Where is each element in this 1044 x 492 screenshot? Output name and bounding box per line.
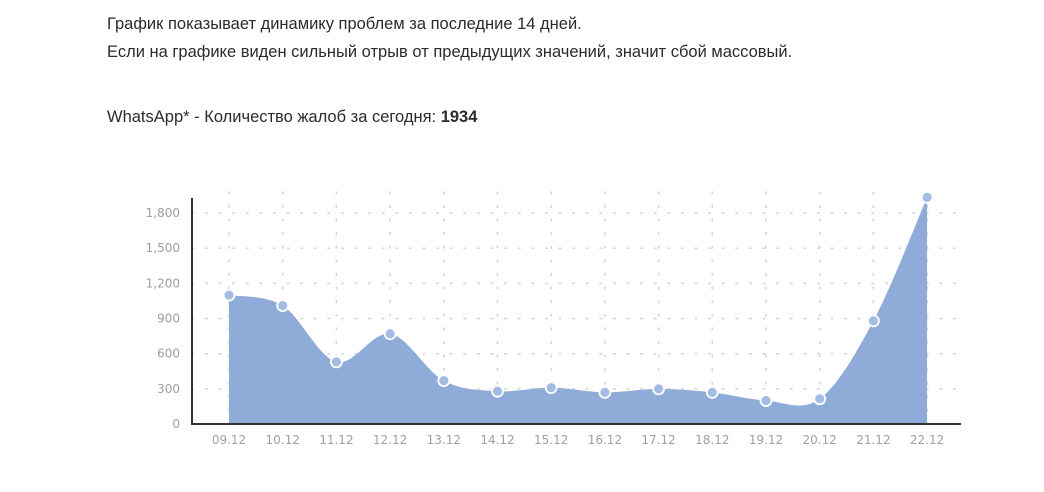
y-tick-label: 300 xyxy=(157,382,180,396)
x-tick-label: 21.12 xyxy=(856,433,890,447)
data-point-21.12[interactable] xyxy=(867,314,880,328)
y-tick-label: 1,500 xyxy=(146,241,180,255)
x-tick-label: 11.12 xyxy=(319,433,353,447)
y-tick-label: 1,200 xyxy=(146,276,180,290)
y-tick-label: 0 xyxy=(172,417,180,431)
x-tick-label: 14.12 xyxy=(480,433,514,447)
data-point-10.12[interactable] xyxy=(276,299,290,313)
x-tick-label: 12.12 xyxy=(373,433,407,447)
x-tick-label: 13.12 xyxy=(427,433,461,447)
data-point-18.12[interactable] xyxy=(705,385,719,399)
x-axis-ticks: 09.12 10.12 11.12 12.12 13.12 14.12 15.12 16.12… xyxy=(212,433,944,447)
description-line-2: Если на графике виден сильный отрыв от п… xyxy=(107,43,793,61)
chart-axes xyxy=(191,198,961,425)
data-point-14.12[interactable] xyxy=(491,384,504,398)
complaints-today: WhatsApp* - Количество жалоб за сегодня:… xyxy=(107,103,477,131)
x-tick-label: 22.12 xyxy=(910,433,944,447)
y-tick-label: 600 xyxy=(157,347,180,361)
data-point-17.12[interactable] xyxy=(652,382,665,396)
data-point-19.12[interactable] xyxy=(759,394,773,407)
complaints-today-value: 1934 xyxy=(440,108,478,126)
x-tick-label: 09.12 xyxy=(212,433,246,447)
x-tick-label: 15.12 xyxy=(534,433,568,447)
y-tick-label: 900 xyxy=(157,312,180,326)
data-point-09.12[interactable] xyxy=(222,288,236,302)
data-point-12.12[interactable] xyxy=(383,327,397,341)
chart-description: График показывает динамику проблем за по… xyxy=(107,10,792,66)
x-tick-label: 17.12 xyxy=(641,433,675,447)
y-tick-label: 1,800 xyxy=(146,206,180,220)
data-point-22.12[interactable] xyxy=(920,190,934,204)
x-tick-label: 16.12 xyxy=(588,433,622,447)
y-axis-ticks: 0 300 600 900 1,200 1,500 1,800 xyxy=(146,206,180,431)
chart-area xyxy=(229,197,928,424)
description-line-1: График показывает динамику проблем за по… xyxy=(107,15,582,33)
x-tick-label: 10.12 xyxy=(266,433,300,447)
data-point-13.12[interactable] xyxy=(437,374,451,388)
x-tick-label: 18.12 xyxy=(695,433,729,447)
complaints-today-label: WhatsApp* - Количество жалоб за сегодня: xyxy=(107,108,441,126)
x-tick-label: 20.12 xyxy=(803,433,837,447)
data-point-20.12[interactable] xyxy=(813,392,827,406)
data-point-15.12[interactable] xyxy=(544,381,558,395)
chart-points xyxy=(222,190,934,407)
data-point-16.12[interactable] xyxy=(598,385,612,399)
x-tick-label: 19.12 xyxy=(749,433,783,447)
data-point-11.12[interactable] xyxy=(329,355,343,369)
